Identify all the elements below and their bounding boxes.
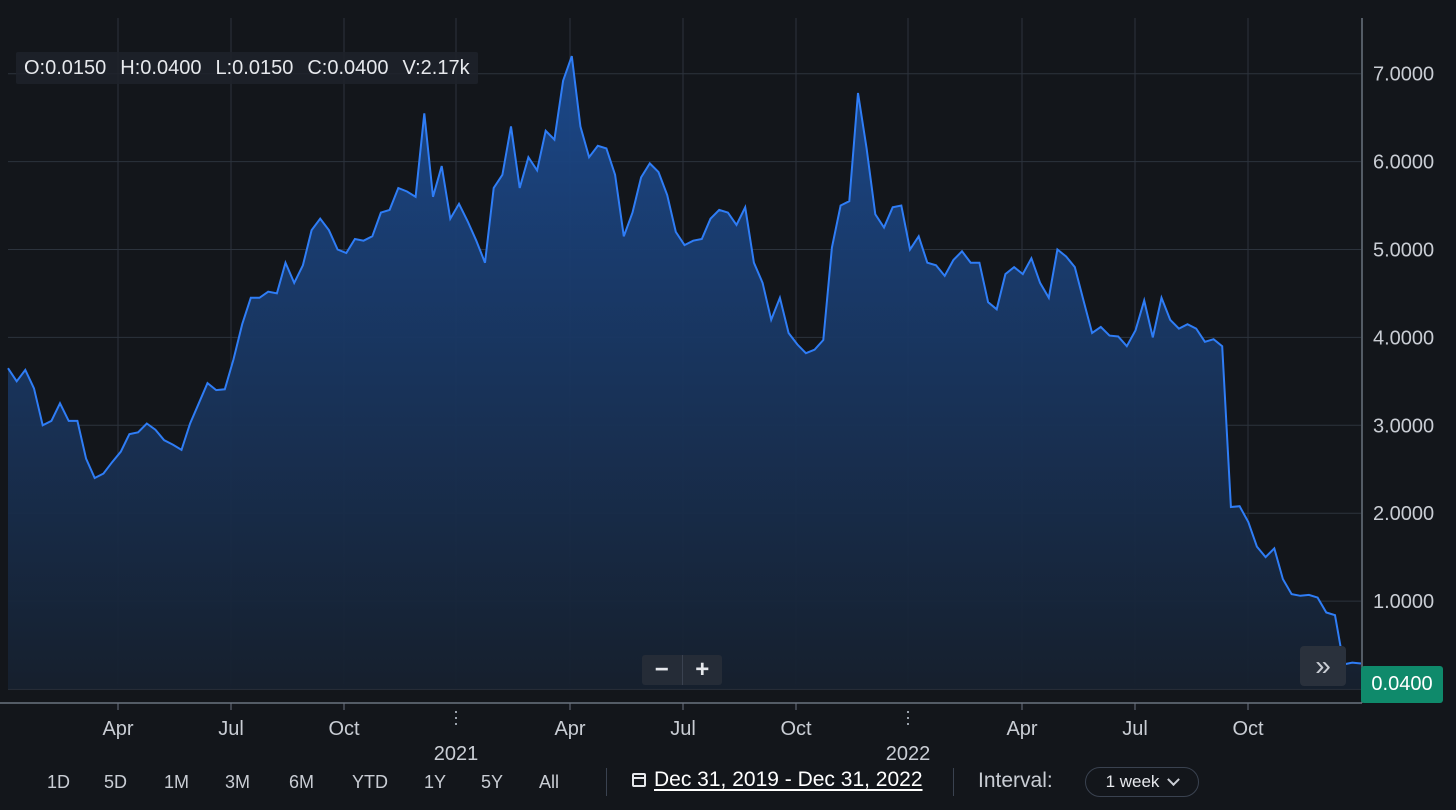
calendar-icon: [632, 773, 646, 787]
range-all-button[interactable]: All: [539, 772, 560, 792]
x-tick-label: Apr: [1006, 718, 1037, 740]
toolbar-divider: [606, 768, 607, 796]
range-1m-button[interactable]: 1M: [164, 772, 190, 792]
range-5y-button[interactable]: 5Y: [481, 772, 504, 792]
year-marker: [455, 711, 457, 713]
chart-toolbar: 1D 5D 1M 3M 6M YTD 1Y 5Y All Dec 31, 201…: [0, 760, 1456, 806]
year-marker: [907, 723, 909, 725]
year-marker: [455, 717, 457, 719]
range-3m-button[interactable]: 3M: [225, 772, 251, 792]
zoom-controls: − +: [642, 655, 722, 685]
range-ytd-button[interactable]: YTD: [352, 772, 388, 792]
toolbar-divider: [953, 768, 954, 796]
range-1y-button[interactable]: 1Y: [424, 772, 447, 792]
zoom-out-button[interactable]: −: [642, 655, 683, 685]
x-year-label: 2022: [886, 743, 931, 760]
range-1d-button[interactable]: 1D: [47, 772, 71, 792]
price-chart[interactable]: 1.0000 2.0000 3.0000 4.0000 5.0000 6.0000 7.00…: [0, 0, 1456, 760]
x-tick-label: Oct: [1232, 718, 1264, 740]
ohlc-high: H:0.0400: [120, 56, 202, 79]
year-marker: [907, 711, 909, 713]
y-tick-label: 1.0000: [1373, 591, 1434, 613]
y-tick-label: 4.0000: [1373, 327, 1434, 349]
x-tick-label: Jul: [1122, 718, 1148, 740]
ohlc-open: O:0.0150: [24, 56, 107, 79]
double-chevron-right-icon: »: [1315, 650, 1331, 681]
ohlc-low: L:0.0150: [215, 56, 294, 79]
date-range-picker[interactable]: Dec 31, 2019 - Dec 31, 2022: [632, 768, 923, 792]
x-tick-label: Apr: [102, 718, 133, 740]
x-tick-label: Oct: [780, 718, 812, 740]
y-tick-label: 6.0000: [1373, 152, 1434, 174]
x-tick-label: Jul: [670, 718, 696, 740]
price-area: [8, 56, 1361, 690]
y-tick-label: 3.0000: [1373, 415, 1434, 437]
x-tick-label: Apr: [554, 718, 585, 740]
y-tick-label: 7.0000: [1373, 64, 1434, 86]
last-price-badge: 0.0400: [1361, 666, 1443, 703]
x-tick-label: Jul: [218, 718, 244, 740]
year-marker: [907, 717, 909, 719]
chevron-down-icon: [1167, 772, 1181, 786]
ohlc-volume: V:2.17k: [402, 56, 470, 79]
y-tick-label: 5.0000: [1373, 240, 1434, 262]
scroll-to-latest-button[interactable]: »: [1300, 646, 1346, 686]
ohlc-close: C:0.0400: [307, 56, 389, 79]
x-tick-label: Oct: [328, 718, 360, 740]
tick-labels: 1.0000 2.0000 3.0000 4.0000 5.0000 6.0000 7.00…: [102, 64, 1434, 760]
interval-value: 1 week: [1105, 772, 1160, 791]
range-5d-button[interactable]: 5D: [104, 772, 128, 792]
range-6m-button[interactable]: 6M: [289, 772, 315, 792]
ohlc-readout: O:0.0150 H:0.0400 L:0.0150 C:0.0400 V:2.…: [16, 52, 478, 84]
y-tick-label: 2.0000: [1373, 503, 1434, 525]
price-line: [7, 55, 1362, 666]
zoom-in-button[interactable]: +: [695, 656, 710, 683]
x-year-label: 2021: [434, 743, 479, 760]
interval-select[interactable]: 1 week: [1085, 767, 1199, 797]
year-marker: [455, 723, 457, 725]
date-range-text: Dec 31, 2019 - Dec 31, 2022: [654, 768, 923, 791]
interval-label: Interval:: [978, 769, 1053, 792]
